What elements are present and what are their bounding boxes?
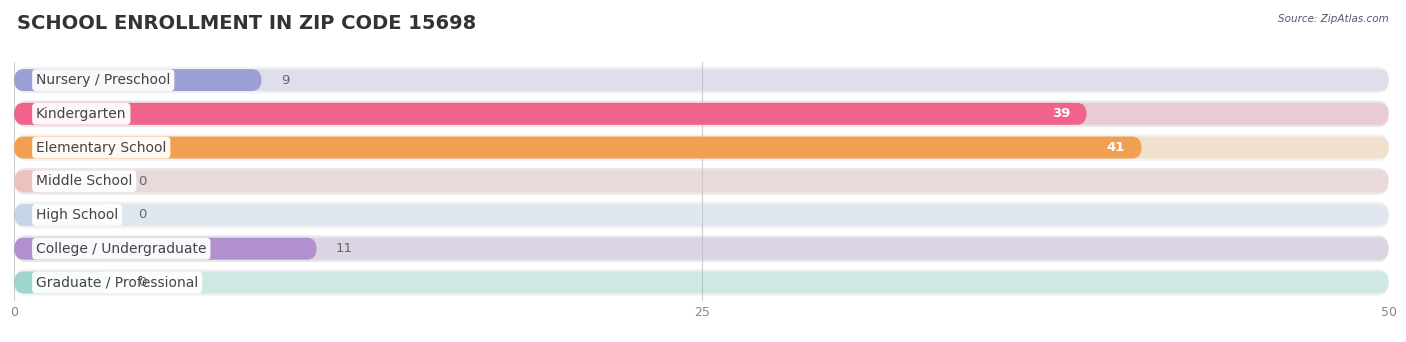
FancyBboxPatch shape [14,136,1389,158]
FancyBboxPatch shape [14,66,1389,94]
Text: Nursery / Preschool: Nursery / Preschool [37,73,170,87]
Text: 39: 39 [1052,107,1070,120]
Text: 9: 9 [281,74,290,87]
FancyBboxPatch shape [14,268,1389,297]
FancyBboxPatch shape [14,204,110,226]
Text: Middle School: Middle School [37,174,132,188]
FancyBboxPatch shape [14,103,1087,125]
FancyBboxPatch shape [14,170,110,192]
FancyBboxPatch shape [14,238,1389,260]
FancyBboxPatch shape [14,170,1389,192]
FancyBboxPatch shape [14,201,1389,229]
FancyBboxPatch shape [14,100,1389,128]
FancyBboxPatch shape [14,136,1142,158]
Text: 41: 41 [1107,141,1125,154]
FancyBboxPatch shape [14,204,1389,226]
Text: College / Undergraduate: College / Undergraduate [37,242,207,256]
FancyBboxPatch shape [14,272,1389,293]
FancyBboxPatch shape [14,272,110,293]
Text: Graduate / Professional: Graduate / Professional [37,275,198,289]
Text: 0: 0 [138,276,146,289]
Text: 0: 0 [138,175,146,188]
Text: 11: 11 [336,242,353,255]
FancyBboxPatch shape [14,167,1389,196]
FancyBboxPatch shape [14,69,262,91]
FancyBboxPatch shape [14,69,1389,91]
Text: Kindergarten: Kindergarten [37,107,127,121]
Text: Elementary School: Elementary School [37,141,166,155]
Text: SCHOOL ENROLLMENT IN ZIP CODE 15698: SCHOOL ENROLLMENT IN ZIP CODE 15698 [17,14,477,33]
Text: Source: ZipAtlas.com: Source: ZipAtlas.com [1278,14,1389,24]
FancyBboxPatch shape [14,238,316,260]
Text: 0: 0 [138,209,146,222]
Text: High School: High School [37,208,118,222]
FancyBboxPatch shape [14,234,1389,263]
FancyBboxPatch shape [14,103,1389,125]
FancyBboxPatch shape [14,133,1389,162]
